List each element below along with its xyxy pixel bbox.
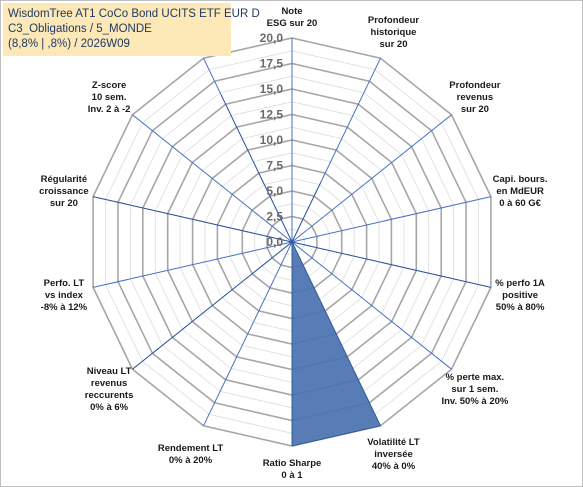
radial-tick-label: 2,5 — [266, 210, 283, 224]
radial-tick-label: 10,0 — [260, 133, 284, 147]
axis-label-line: % perte max. — [446, 372, 505, 383]
chart-title-box: WisdomTree AT1 CoCo Bond UCITS ETF EUR D… — [3, 3, 260, 56]
axis-label-line: % perfo 1A — [495, 278, 545, 289]
axis-label: Perfo. LT vs index -8% à 12% — [41, 278, 88, 313]
axis-label-line: Régularité — [41, 174, 87, 185]
axis-label-line: 10 sem. — [92, 92, 127, 103]
axis-label-line: Niveau LT — [87, 366, 132, 377]
axis-label-line: revenus — [91, 378, 127, 389]
radial-tick-label: 20,0 — [260, 31, 284, 45]
axis-label-line: -8% à 12% — [41, 302, 88, 313]
axis-label: Ratio Sharpe 0 à 1 — [263, 458, 322, 481]
axis-label: Niveau LT revenus reccurents 0% à 6% — [85, 366, 134, 413]
axis-label: Profondeur revenus sur 20 — [449, 80, 500, 115]
axis-label-line: ESG sur 20 — [267, 18, 318, 29]
radar-spoke — [92, 241, 293, 288]
axis-label-line: Perfo. LT — [44, 278, 85, 289]
axis-label-line: 0 à 60 G€ — [499, 198, 541, 209]
radial-tick-label: 12,5 — [260, 108, 284, 122]
axis-label-line: sur 1 sem. — [451, 384, 498, 395]
title-line-1: WisdomTree AT1 CoCo Bond UCITS ETF EUR D — [8, 8, 260, 20]
axis-label-line: reccurents — [85, 390, 134, 401]
radial-tick-labels: 0,0 2,5 5,0 7,5 10,0 12,5 15,0 17,5 20,0 — [260, 31, 284, 249]
radar-spoke — [291, 241, 452, 370]
axis-label-line: Note — [281, 6, 302, 17]
axis-label-line: 40% à 0% — [372, 461, 416, 472]
title-line-2: C3_Obligations / 5_MONDE — [8, 23, 152, 35]
axis-label-line: Rendement LT — [158, 443, 223, 454]
axis-label-line: 0% à 6% — [90, 402, 129, 413]
axis-label: % perte max. sur 1 sem. Inv. 50% à 20% — [441, 372, 508, 407]
radial-tick-label: 17,5 — [260, 57, 284, 71]
axis-label: Note ESG sur 20 — [267, 6, 318, 29]
radar-series — [93, 94, 491, 447]
axis-label-line: 0% à 20% — [169, 455, 213, 466]
radial-tick-label: 5,0 — [266, 184, 283, 198]
axis-labels: Note ESG sur 20 Profondeur historique sur 20… — [39, 6, 547, 481]
axis-label-line: Profondeur — [368, 15, 419, 26]
axis-label-line: croissance — [39, 186, 89, 197]
axis-label-line: sur 20 — [461, 104, 489, 115]
axis-label-line: positive — [502, 290, 538, 301]
radar-spoke — [132, 114, 293, 243]
axis-label: Rendement LT 0% à 20% — [158, 443, 223, 466]
axis-label-line: sur 20 — [50, 198, 78, 209]
radar-spoke — [203, 241, 293, 427]
axis-label-line: en MdEUR — [496, 186, 544, 197]
radar-series-area — [93, 94, 491, 447]
axis-label: Volatilité LT inversée 40% à 0% — [367, 437, 420, 472]
axis-label: Régularité croissance sur 20 — [39, 174, 89, 209]
axis-label-line: Inv. 2 à -2 — [88, 104, 131, 115]
axis-label-line: sur 20 — [380, 39, 408, 50]
axis-label: Z-score 10 sem. Inv. 2 à -2 — [88, 80, 131, 115]
axis-label-line: Profondeur — [449, 80, 500, 91]
axis-label-line: Z-score — [92, 80, 126, 91]
axis-label-line: Ratio Sharpe — [263, 458, 322, 469]
title-line-3: (8,8% | ,8%) / 2026W09 — [8, 38, 130, 50]
axis-label-line: historique — [371, 27, 417, 38]
axis-label: % perfo 1A positive 50% à 80% — [495, 278, 545, 313]
axis-label-line: vs index — [45, 290, 84, 301]
axis-label-line: inversée — [374, 449, 413, 460]
radial-tick-label: 7,5 — [266, 159, 283, 173]
axis-label-line: Capi. bours. — [493, 174, 548, 185]
radial-tick-label: 0,0 — [266, 235, 283, 249]
axis-label-line: Volatilité LT — [367, 437, 420, 448]
radial-tick-label: 15,0 — [260, 82, 284, 96]
axis-label: Profondeur historique sur 20 — [368, 15, 419, 50]
axis-label-line: 0 à 1 — [281, 470, 303, 481]
radar-spoke — [291, 196, 492, 243]
axis-label-line: revenus — [457, 92, 493, 103]
axis-label-line: 50% à 80% — [496, 302, 545, 313]
axis-label: Capi. bours. en MdEUR 0 à 60 G€ — [493, 174, 548, 209]
radar-spoke — [291, 114, 452, 243]
axis-label-line: Inv. 50% à 20% — [441, 396, 508, 407]
